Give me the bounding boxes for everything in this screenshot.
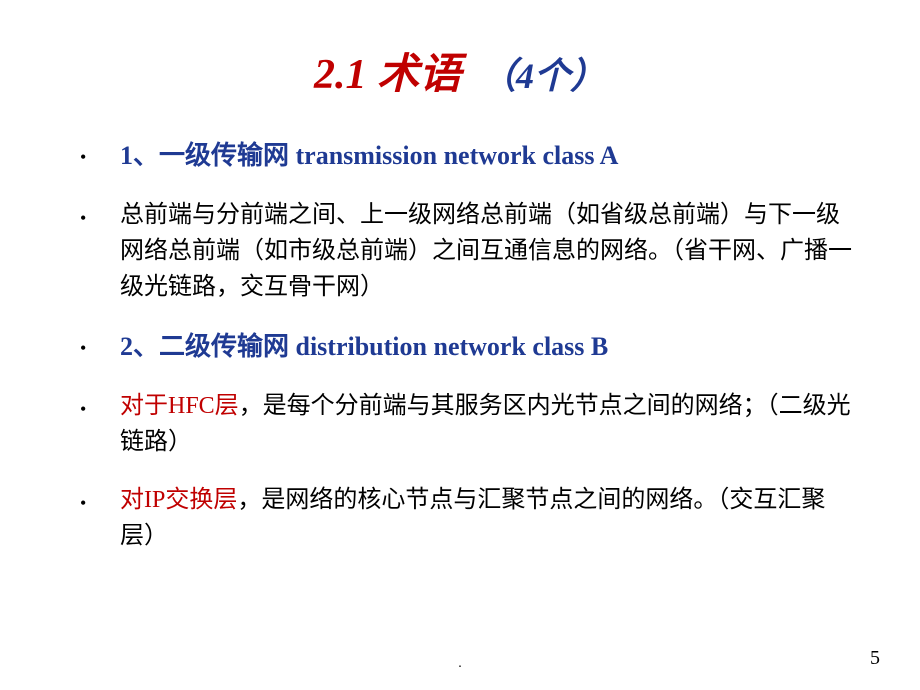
- list-item: • 1、一级传输网 transmission network class A: [80, 136, 860, 175]
- bullet-icon: •: [80, 205, 86, 232]
- list-item: • 对于HFC层，是每个分前端与其服务区内光节点之间的网络；（二级光链路）: [80, 388, 860, 460]
- item-body-3: 对IP交换层，是网络的核心节点与汇聚节点之间的网络。（交互汇聚层）: [120, 487, 825, 549]
- slide-title: 2.1 术语 （4个）: [60, 40, 860, 101]
- item-heading-1: 1、一级传输网 transmission network class A: [120, 141, 618, 170]
- page-number: 5: [870, 647, 880, 670]
- footer-dot: .: [458, 656, 462, 672]
- list-item: • 总前端与分前端之间、上一级网络总前端（如省级总前端）与下一级网络总前端（如市…: [80, 197, 860, 305]
- bullet-icon: •: [80, 144, 86, 171]
- title-main: 2.1 术语: [314, 52, 461, 98]
- bullet-icon: •: [80, 396, 86, 423]
- list-item: • 2、二级传输网 distribution network class B: [80, 327, 860, 366]
- content-list: • 1、一级传输网 transmission network class A •…: [60, 136, 860, 554]
- title-sub: （4个）: [480, 56, 606, 96]
- list-item: • 对IP交换层，是网络的核心节点与汇聚节点之间的网络。（交互汇聚层）: [80, 482, 860, 554]
- bullet-icon: •: [80, 490, 86, 517]
- item-body-2: 对于HFC层，是每个分前端与其服务区内光节点之间的网络；（二级光链路）: [120, 393, 851, 455]
- red-text: 对于HFC层: [120, 393, 239, 419]
- red-text: 对IP交换层: [120, 487, 237, 513]
- bullet-icon: •: [80, 335, 86, 362]
- item-heading-2: 2、二级传输网 distribution network class B: [120, 332, 608, 361]
- item-body-1: 总前端与分前端之间、上一级网络总前端（如省级总前端）与下一级网络总前端（如市级总…: [120, 202, 852, 300]
